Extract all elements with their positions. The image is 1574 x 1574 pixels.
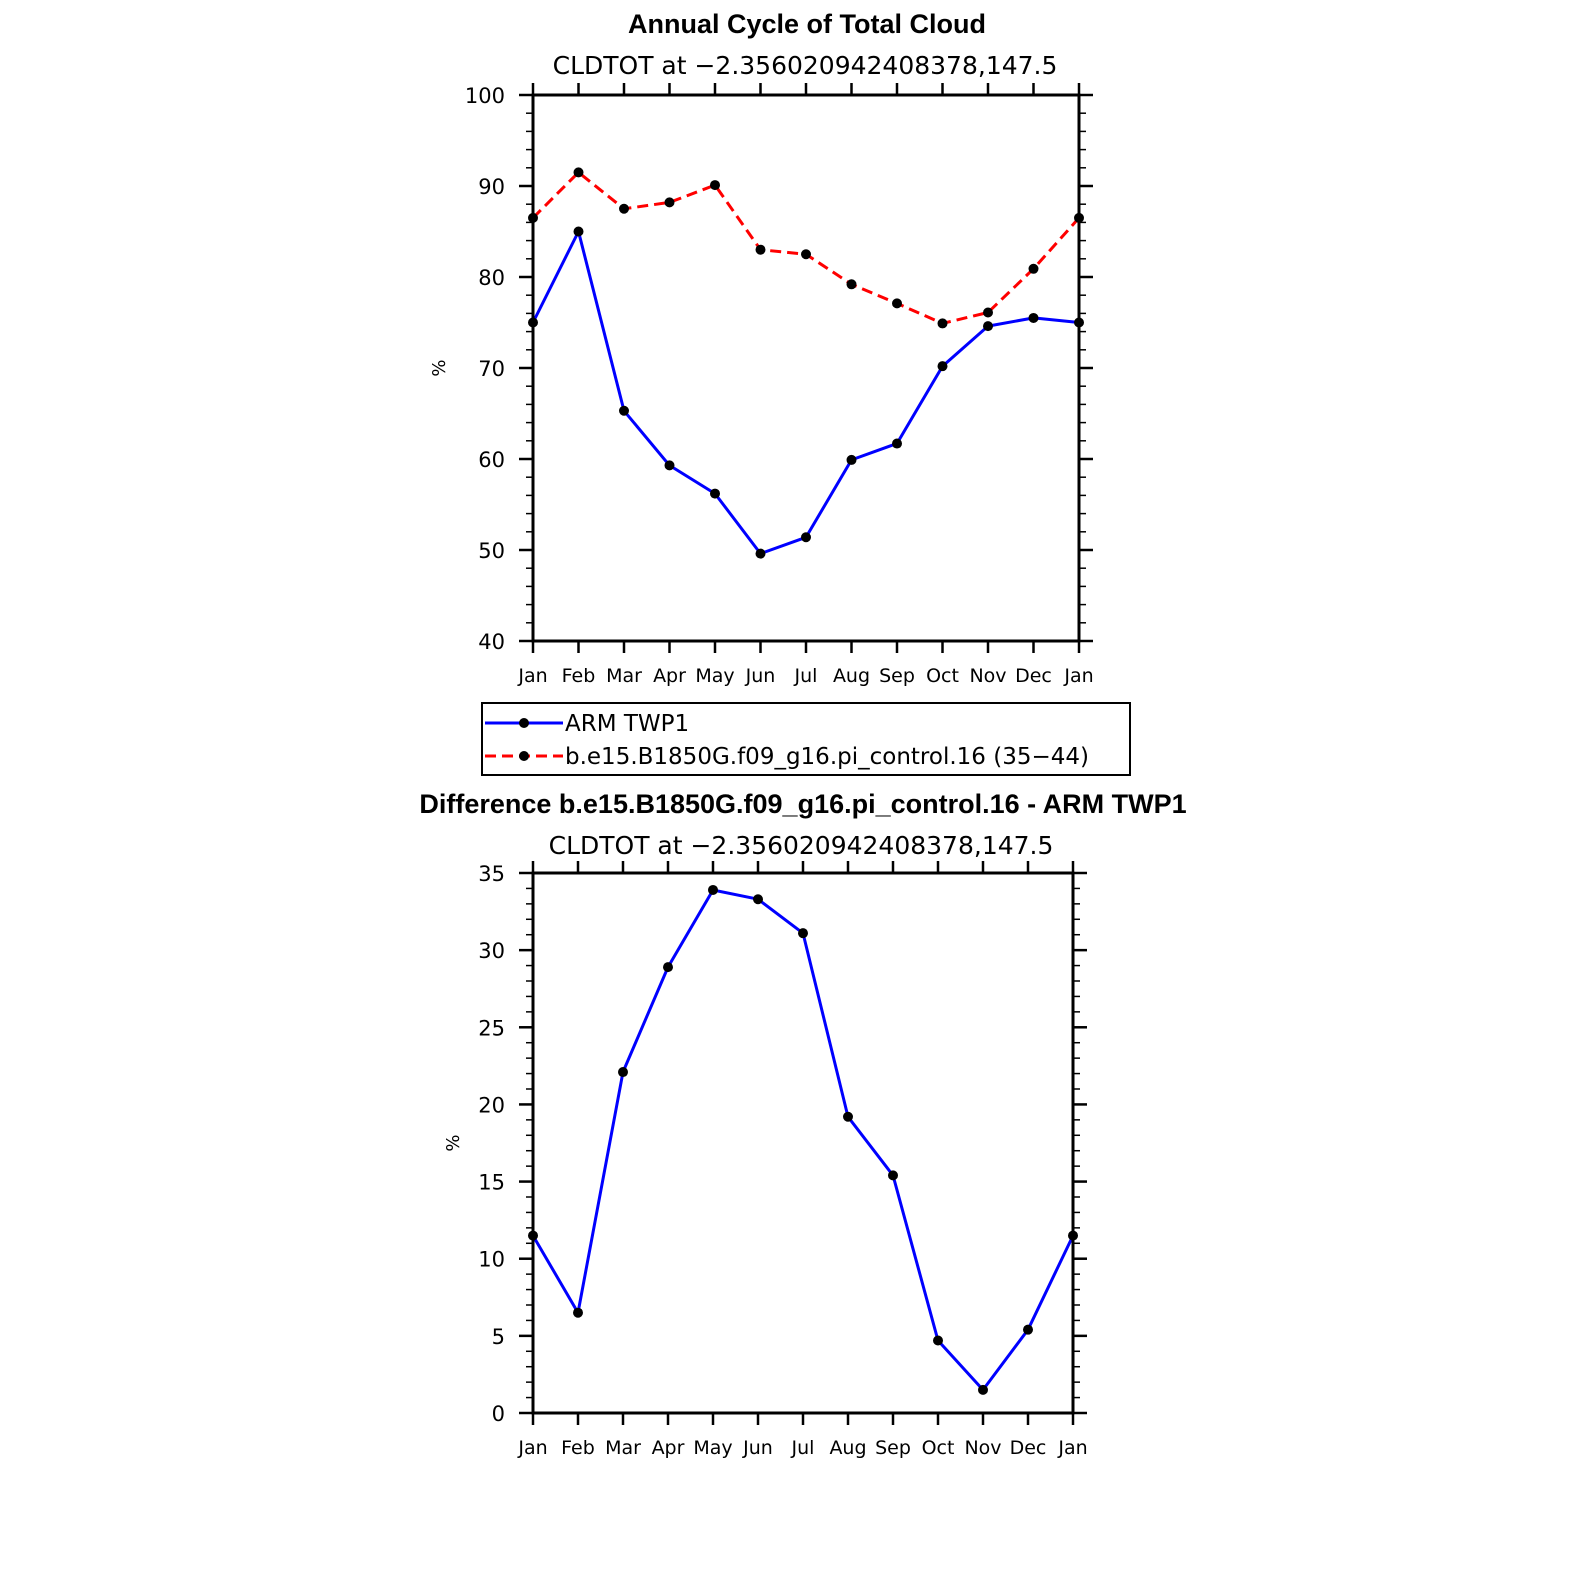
x-tick-label: Mar	[605, 1437, 641, 1459]
x-tick-label: Jun	[745, 665, 776, 687]
x-tick-label: Aug	[829, 1437, 866, 1459]
data-point-1-11	[1028, 263, 1039, 274]
x-tick-label: Mar	[606, 665, 642, 687]
data-point-0-7	[843, 1111, 853, 1122]
plot-frame	[531, 871, 1075, 1415]
legend-label-model: b.e15.B1850G.f09_g16.pi_control.16 (35−4…	[565, 744, 1089, 770]
y-axis-label: %	[429, 359, 450, 376]
data-point-1-1	[573, 167, 584, 178]
chart-title: Annual Cycle of Total Cloud	[628, 9, 986, 39]
y-tick-label: 60	[478, 448, 505, 472]
y-tick-label: 5	[492, 1325, 505, 1349]
y-tick-label: 40	[478, 630, 505, 654]
x-tick-label: Jul	[794, 665, 818, 687]
y-tick-label: 80	[478, 266, 505, 290]
data-point-0-11	[1023, 1324, 1033, 1335]
data-point-0-5	[755, 548, 766, 559]
data-point-0-6	[798, 928, 808, 939]
data-point-0-9	[937, 361, 948, 372]
data-point-0-2	[619, 405, 629, 416]
y-tick-label: 20	[478, 1093, 505, 1117]
data-point-1-5	[755, 244, 766, 255]
series-line-0	[531, 230, 1080, 556]
x-tick-label: Aug	[833, 665, 870, 687]
annual-cycle-panel: Annual Cycle of Total Cloud CLDTOT at −2…	[429, 9, 1094, 687]
data-point-1-8	[892, 298, 902, 309]
y-tick-label: 90	[478, 175, 505, 199]
x-tick-label: Apr	[652, 1437, 685, 1459]
y-tick-label: 50	[478, 539, 505, 563]
x-tick-label: Jan	[1063, 665, 1093, 687]
chart-subtitle: CLDTOT at −2.356020942408378,147.5	[553, 51, 1058, 80]
y-tick-label: 100	[465, 84, 505, 108]
y-tick-label: 0	[492, 1402, 505, 1426]
data-point-1-10	[983, 307, 993, 318]
x-tick-label: May	[695, 665, 734, 687]
data-point-0-11	[1028, 312, 1039, 323]
data-point-0-8	[892, 438, 902, 449]
data-point-0-10	[978, 1384, 988, 1395]
data-point-0-1	[573, 1307, 583, 1318]
x-tick-label: Jan	[1057, 1437, 1087, 1459]
series-line-1	[531, 170, 1081, 325]
x-tick-label: Nov	[969, 665, 1006, 687]
x-tick-label: Sep	[879, 665, 915, 687]
chart-title: Difference b.e15.B1850G.f09_g16.pi_contr…	[419, 789, 1186, 819]
data-point-0-4	[708, 884, 718, 895]
data-point-0-4	[710, 488, 720, 499]
legend-box	[481, 702, 1131, 776]
legend-label-arm-twp1: ARM TWP1	[565, 711, 689, 737]
x-tick-label: Jul	[791, 1437, 815, 1459]
data-point-0-8	[888, 1170, 898, 1181]
plot-frame	[531, 93, 1081, 643]
data-point-0-7	[846, 454, 857, 465]
data-point-1-4	[710, 180, 720, 191]
x-tick-label: May	[693, 1437, 732, 1459]
x-tick-label: Jan	[517, 665, 547, 687]
x-tick-label: Feb	[562, 665, 596, 687]
y-tick-label: 15	[478, 1171, 505, 1195]
legend-marker-arm-twp1	[519, 718, 529, 728]
data-point-0-9	[933, 1335, 943, 1346]
y-tick-label: 70	[478, 357, 505, 381]
data-point-0-3	[663, 962, 673, 973]
x-tick-label: Oct	[922, 1437, 955, 1459]
y-tick-label: 10	[478, 1248, 505, 1272]
data-point-0-6	[801, 532, 811, 543]
y-tick-label: 30	[478, 939, 505, 963]
x-tick-label: Apr	[653, 665, 686, 687]
x-tick-label: Jun	[742, 1437, 773, 1459]
chart-subtitle: CLDTOT at −2.356020942408378,147.5	[549, 831, 1054, 860]
y-axis-label: %	[443, 1134, 464, 1151]
x-tick-label: Dec	[1010, 1437, 1047, 1459]
data-point-1-6	[801, 249, 811, 260]
data-point-0-10	[983, 321, 993, 332]
x-tick-label: Dec	[1015, 665, 1052, 687]
data-point-0-3	[664, 460, 675, 471]
y-tick-label: 35	[478, 862, 505, 886]
data-point-1-7	[846, 279, 857, 290]
data-point-0-1	[573, 226, 584, 237]
legend-marker-model	[519, 751, 529, 761]
x-tick-label: Oct	[926, 665, 959, 687]
legend: ARM TWP1 b.e15.B1850G.f09_g16.pi_control…	[481, 702, 1131, 776]
x-tick-label: Jan	[517, 1437, 547, 1459]
series-line-0	[531, 888, 1075, 1392]
data-point-1-2	[619, 203, 629, 214]
x-tick-label: Sep	[875, 1437, 911, 1459]
y-tick-label: 25	[478, 1016, 505, 1040]
difference-panel: Difference b.e15.B1850G.f09_g16.pi_contr…	[419, 789, 1186, 1459]
data-point-1-3	[664, 197, 675, 208]
data-point-1-9	[937, 318, 948, 329]
data-point-0-5	[753, 894, 763, 905]
x-tick-label: Feb	[561, 1437, 595, 1459]
data-point-0-2	[618, 1067, 628, 1078]
x-tick-label: Nov	[964, 1437, 1001, 1459]
